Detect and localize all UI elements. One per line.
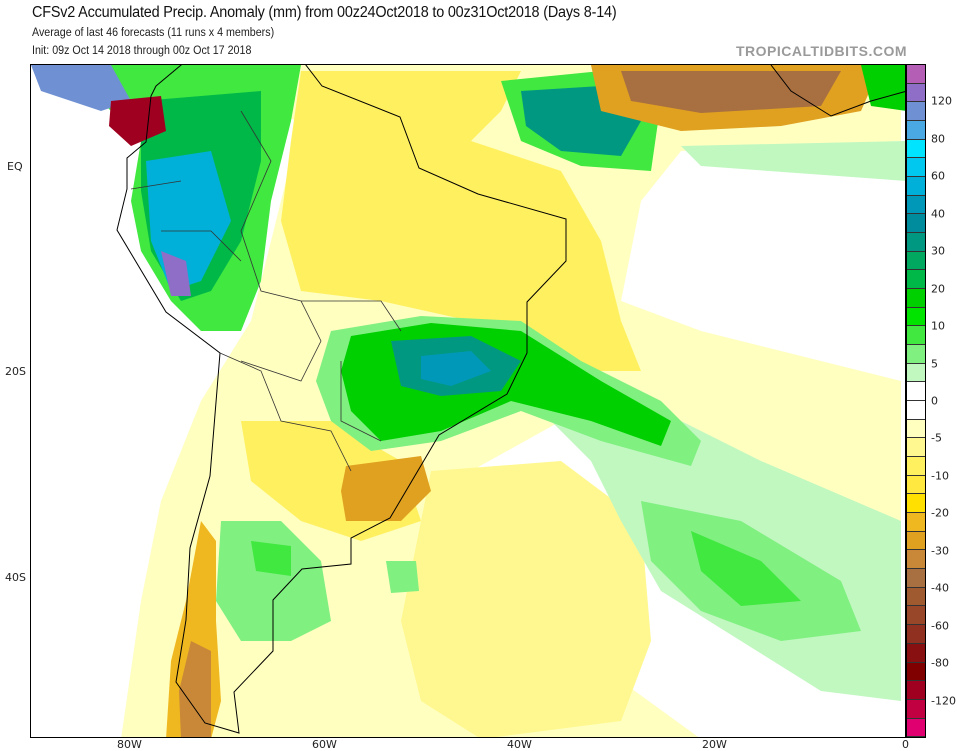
colorbar-cell <box>907 121 925 140</box>
colorbar-label: -80 <box>931 656 949 670</box>
south-america-coastline <box>116 65 567 734</box>
colorbar-cell <box>907 643 925 663</box>
colorbar-cell <box>907 382 925 402</box>
colorbar-label: 80 <box>931 132 945 146</box>
colorbar-cell <box>907 625 925 644</box>
colorbar-label: 20 <box>931 282 945 296</box>
lat-label-40s: 40S <box>5 571 26 584</box>
colorbar-cell <box>907 606 925 626</box>
colorbar-label: 30 <box>931 244 945 258</box>
colorbar-label: -60 <box>931 619 949 633</box>
colorbar-label: 10 <box>931 319 945 333</box>
colorbar-cell <box>907 289 925 308</box>
lon-label-40w: 40W <box>507 738 532 751</box>
country-borders <box>130 110 402 472</box>
colorbar-cell <box>907 699 925 719</box>
colorbar-label: 0 <box>931 394 938 408</box>
colorbar-cell <box>907 233 925 252</box>
colorbar-cell <box>907 494 925 514</box>
lat-label-20s: 20S <box>5 365 26 378</box>
precip-anomaly-map <box>30 64 906 738</box>
lon-label-80w: 80W <box>117 738 142 751</box>
lon-label-0: 0 <box>902 738 909 751</box>
map-title: CFSv2 Accumulated Precip. Anomaly (mm) f… <box>32 4 617 21</box>
watermark: TROPICALTIDBITS.COM <box>735 43 907 59</box>
colorbar-cell <box>907 419 925 439</box>
colorbar-cell <box>907 550 925 570</box>
colorbar-cell <box>907 270 925 290</box>
africa-coastline <box>770 65 905 117</box>
colorbar-cell <box>907 326 925 346</box>
colorbar-label: -20 <box>931 506 949 520</box>
lat-label-eq: EQ <box>7 160 23 173</box>
colorbar-cell <box>907 681 925 700</box>
init-time: Init: 09z Oct 14 2018 through 00z Oct 17… <box>32 45 252 57</box>
colorbar-label: -10 <box>931 469 949 483</box>
colorbar-label: 120 <box>931 94 952 108</box>
colorbar-label: -5 <box>931 431 942 445</box>
colorbar-cell <box>907 214 925 234</box>
colorbar-cell <box>907 102 925 122</box>
colorbar-cell <box>907 718 925 738</box>
lon-label-60w: 60W <box>312 738 337 751</box>
dry-anomaly-yellow <box>281 71 641 371</box>
dry-anomaly-ecuador <box>109 96 166 146</box>
colorbar-cell <box>907 401 925 420</box>
colorbar-cell <box>907 662 925 682</box>
colorbar-cell <box>907 569 925 588</box>
colorbar <box>906 64 926 738</box>
colorbar-label: -120 <box>931 694 956 708</box>
colorbar-cell <box>907 457 925 476</box>
colorbar-label: 60 <box>931 169 945 183</box>
colorbar-cell <box>907 363 925 383</box>
colorbar-cell <box>907 531 925 551</box>
colorbar-cell <box>907 139 925 159</box>
colorbar-cell <box>907 158 925 178</box>
colorbar-cell <box>907 307 925 327</box>
colorbar-label: 40 <box>931 207 945 221</box>
colorbar-cell <box>907 345 925 364</box>
colorbar-cell <box>907 475 925 495</box>
dry-anomaly-uruguay <box>341 456 431 521</box>
map-subtitle: Average of last 46 forecasts (11 runs x … <box>32 27 275 39</box>
dry-anomaly-south-atlantic <box>401 461 651 737</box>
colorbar-label: 5 <box>931 357 938 371</box>
colorbar-cell <box>907 587 925 607</box>
colorbar-cell <box>907 513 925 532</box>
colorbar-cell <box>907 195 925 215</box>
colorbar-cell <box>907 83 925 103</box>
colorbar-label: -40 <box>931 581 949 595</box>
colorbar-cell <box>907 438 925 458</box>
anomaly-field <box>31 65 905 737</box>
colorbar-cell <box>907 65 925 84</box>
wet-anomaly-argentina <box>216 521 331 641</box>
colorbar-cell <box>907 251 925 271</box>
lon-label-20w: 20W <box>702 738 727 751</box>
colorbar-label: -30 <box>931 544 949 558</box>
colorbar-cell <box>907 177 925 196</box>
